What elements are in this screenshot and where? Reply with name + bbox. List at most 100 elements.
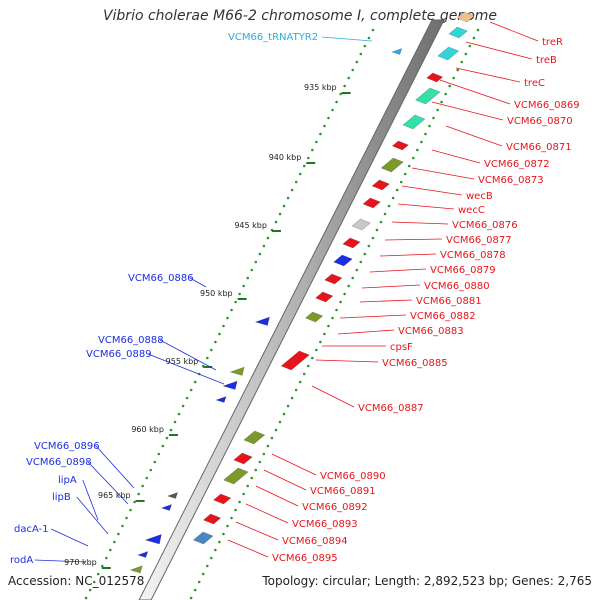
gc-track [84, 28, 480, 600]
forward-feature-label: VCM66_0890 [320, 471, 386, 482]
label-connector [82, 479, 99, 521]
label-connector [455, 67, 521, 83]
gc-dot [246, 276, 250, 280]
forward-feature [351, 218, 371, 231]
gc-dot [371, 236, 375, 240]
tick-label: 945 kbp [234, 221, 267, 230]
forward-feature-label: VCM66_0877 [446, 235, 512, 246]
gc-dot [319, 340, 322, 344]
gc-dot [201, 572, 205, 576]
forward-feature [233, 452, 253, 465]
gc-dot [145, 476, 149, 480]
gc-dot [250, 476, 254, 480]
forward-feature-label: treB [536, 55, 557, 66]
label-connector [34, 559, 87, 563]
forward-feature-label: VCM66_0871 [506, 142, 572, 153]
gc-dot [298, 172, 302, 176]
label-connector [227, 539, 269, 558]
gc-dot [214, 340, 217, 344]
gc-dot [387, 204, 391, 208]
topology-label: Topology: circular; Length: 2,892,523 bp… [262, 574, 592, 588]
gc-dot [286, 196, 290, 200]
gc-dot [105, 556, 108, 560]
gc-dot [173, 420, 177, 424]
gc-dot [181, 404, 185, 408]
reverse-feature-label: VCM66_0886 [128, 273, 194, 284]
gc-dot [456, 68, 460, 72]
gc-dot [205, 564, 209, 568]
gc-dot [420, 140, 423, 144]
gc-dot [399, 180, 403, 184]
gc-dot [440, 100, 443, 104]
reverse-feature-label: VCM66_0889 [86, 349, 152, 360]
forward-feature [371, 179, 390, 191]
forward-feature-label: treC [524, 78, 545, 89]
label-connector [489, 21, 539, 42]
gc-dot [189, 388, 193, 392]
feature-labels: 935 kbp 940 kbp 945 kbp 950 kbp 955 kbp 960 k… [10, 32, 580, 567]
gc-dot [274, 428, 278, 432]
gc-dot [323, 332, 326, 336]
forward-feature [342, 237, 361, 249]
label-connector [255, 485, 299, 507]
tick-label: 960 kbp [131, 425, 164, 434]
tick-label: 965 kbp [98, 491, 131, 500]
gc-dot [424, 132, 427, 136]
gc-dot [343, 84, 346, 88]
tick-label: 935 kbp [304, 83, 337, 92]
label-connector [321, 36, 373, 42]
gc-dot [149, 468, 153, 472]
tick-label: 940 kbp [269, 153, 302, 162]
forward-feature-label: VCM66_0882 [410, 311, 476, 322]
label-connector [51, 528, 89, 547]
gc-dot [133, 500, 136, 504]
label-connector [465, 41, 533, 60]
gc-dot [331, 316, 334, 320]
forward-feature [192, 531, 214, 545]
forward-feature-label: VCM66_0870 [507, 116, 573, 127]
label-connector [411, 167, 475, 180]
label-connector [379, 253, 437, 257]
reverse-feature [222, 380, 238, 390]
gc-dot [432, 116, 435, 120]
reverse-feature-label: lipA [58, 475, 77, 486]
gc-dot [359, 260, 363, 264]
gc-dot [375, 228, 379, 232]
gc-dot [234, 300, 237, 304]
gc-dot [125, 516, 128, 520]
gc-dot [407, 164, 411, 168]
gc-dot [359, 52, 363, 56]
gc-dot [302, 372, 306, 376]
label-connector [369, 268, 427, 273]
label-connector [391, 221, 449, 225]
gc-dot [298, 380, 302, 384]
gc-dot [391, 196, 395, 200]
gc-dot [246, 484, 249, 488]
forward-feature-label: wecC [458, 205, 485, 216]
forward-feature [315, 291, 334, 303]
forward-feature-label: treR [542, 37, 563, 48]
gc-dot [84, 596, 88, 600]
gc-dot [395, 188, 399, 192]
label-connector [263, 469, 307, 491]
gc-dot [335, 100, 338, 104]
gc-dot [339, 300, 342, 304]
gc-dot [177, 412, 181, 416]
tick-label: 955 kbp [166, 357, 199, 366]
gc-dot [311, 356, 314, 360]
forward-feature [391, 140, 409, 151]
gc-dot [351, 68, 355, 72]
reverse-feature [229, 366, 245, 376]
gc-dot [254, 468, 258, 472]
label-connector [245, 503, 289, 524]
forward-feature [362, 197, 381, 209]
gc-dot [100, 564, 104, 568]
gc-dot [189, 596, 193, 600]
gc-dot [311, 148, 314, 152]
gc-dot [258, 460, 262, 464]
gc-dot [339, 92, 342, 96]
label-connector [445, 125, 503, 147]
accession-label: Accession: NC_012578 [8, 574, 145, 588]
forward-feature-label: VCM66_0893 [292, 519, 358, 530]
gc-dot [327, 116, 330, 120]
